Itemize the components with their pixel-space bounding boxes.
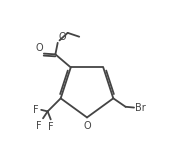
Text: F: F <box>48 122 54 132</box>
Text: Br: Br <box>135 103 146 113</box>
Text: F: F <box>33 105 38 115</box>
Text: O: O <box>58 32 66 42</box>
Text: F: F <box>36 121 42 131</box>
Text: O: O <box>35 43 43 53</box>
Text: O: O <box>83 121 91 131</box>
